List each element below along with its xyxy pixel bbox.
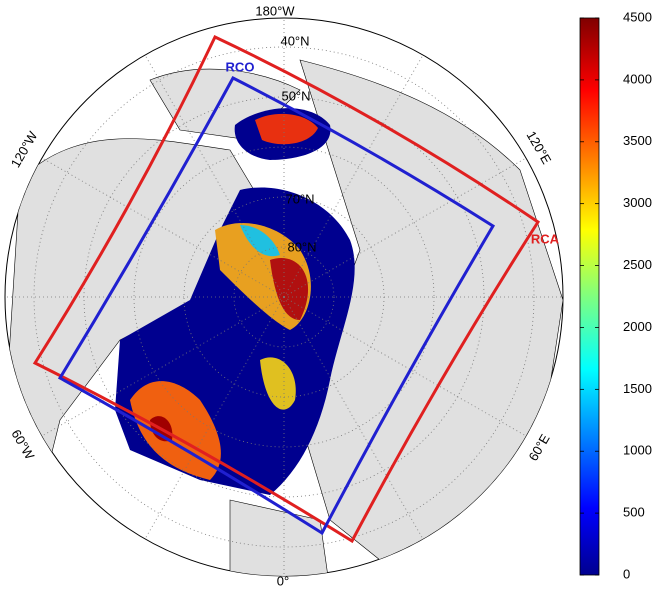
colorbar <box>579 17 600 576</box>
colorbar-tick-label: 4500 <box>623 9 652 24</box>
longitude-label: 60°W <box>8 427 37 463</box>
longitude-label: 0° <box>277 573 289 588</box>
latitude-label: 40°N <box>280 33 309 48</box>
colorbar-tick-label: 4000 <box>623 71 652 86</box>
rca-domain <box>32 35 541 544</box>
longitude-label: 120°W <box>8 128 41 170</box>
colorbar-tick-label: 3000 <box>623 195 652 210</box>
domain-label: RCA <box>531 231 560 246</box>
longitude-label: 180°W <box>255 3 295 18</box>
colorbar-tick-label: 2500 <box>623 257 652 272</box>
rco-domain <box>57 76 496 536</box>
land <box>5 59 563 576</box>
colorbar-tick-label: 500 <box>623 505 645 520</box>
latitude-label: 70°N <box>285 191 314 206</box>
graticule <box>5 18 563 576</box>
colorbar-tick-label: 1000 <box>623 443 652 458</box>
colorbar-tick-label: 0 <box>623 566 630 581</box>
colorbar-tick-label: 1500 <box>623 381 652 396</box>
latitude-label: 80°N <box>287 239 316 254</box>
longitude-label: 60°E <box>525 431 552 463</box>
globe <box>4 17 564 577</box>
latitude-label: 50°N <box>281 88 310 103</box>
domain-label: RCO <box>226 59 255 74</box>
ocean-depth <box>115 108 355 495</box>
colorbar-tick-label: 2000 <box>623 319 652 334</box>
colorbar-tick-label: 3500 <box>623 133 652 148</box>
